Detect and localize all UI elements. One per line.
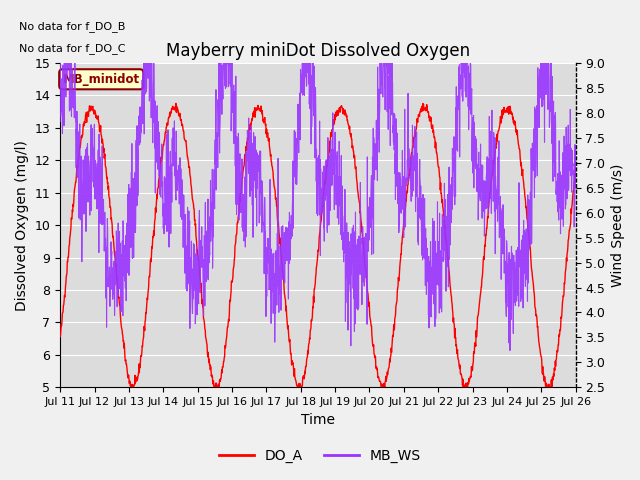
X-axis label: Time: Time — [301, 413, 335, 427]
Legend: DO_A, MB_WS: DO_A, MB_WS — [214, 443, 426, 468]
Text: No data for f_DO_C: No data for f_DO_C — [19, 44, 125, 55]
Text: No data for f_DO_B: No data for f_DO_B — [19, 21, 125, 32]
Text: MB_minidot: MB_minidot — [63, 73, 140, 86]
Y-axis label: Dissolved Oxygen (mg/l): Dissolved Oxygen (mg/l) — [15, 140, 29, 311]
Title: Mayberry miniDot Dissolved Oxygen: Mayberry miniDot Dissolved Oxygen — [166, 42, 470, 60]
Y-axis label: Wind Speed (m/s): Wind Speed (m/s) — [611, 164, 625, 287]
